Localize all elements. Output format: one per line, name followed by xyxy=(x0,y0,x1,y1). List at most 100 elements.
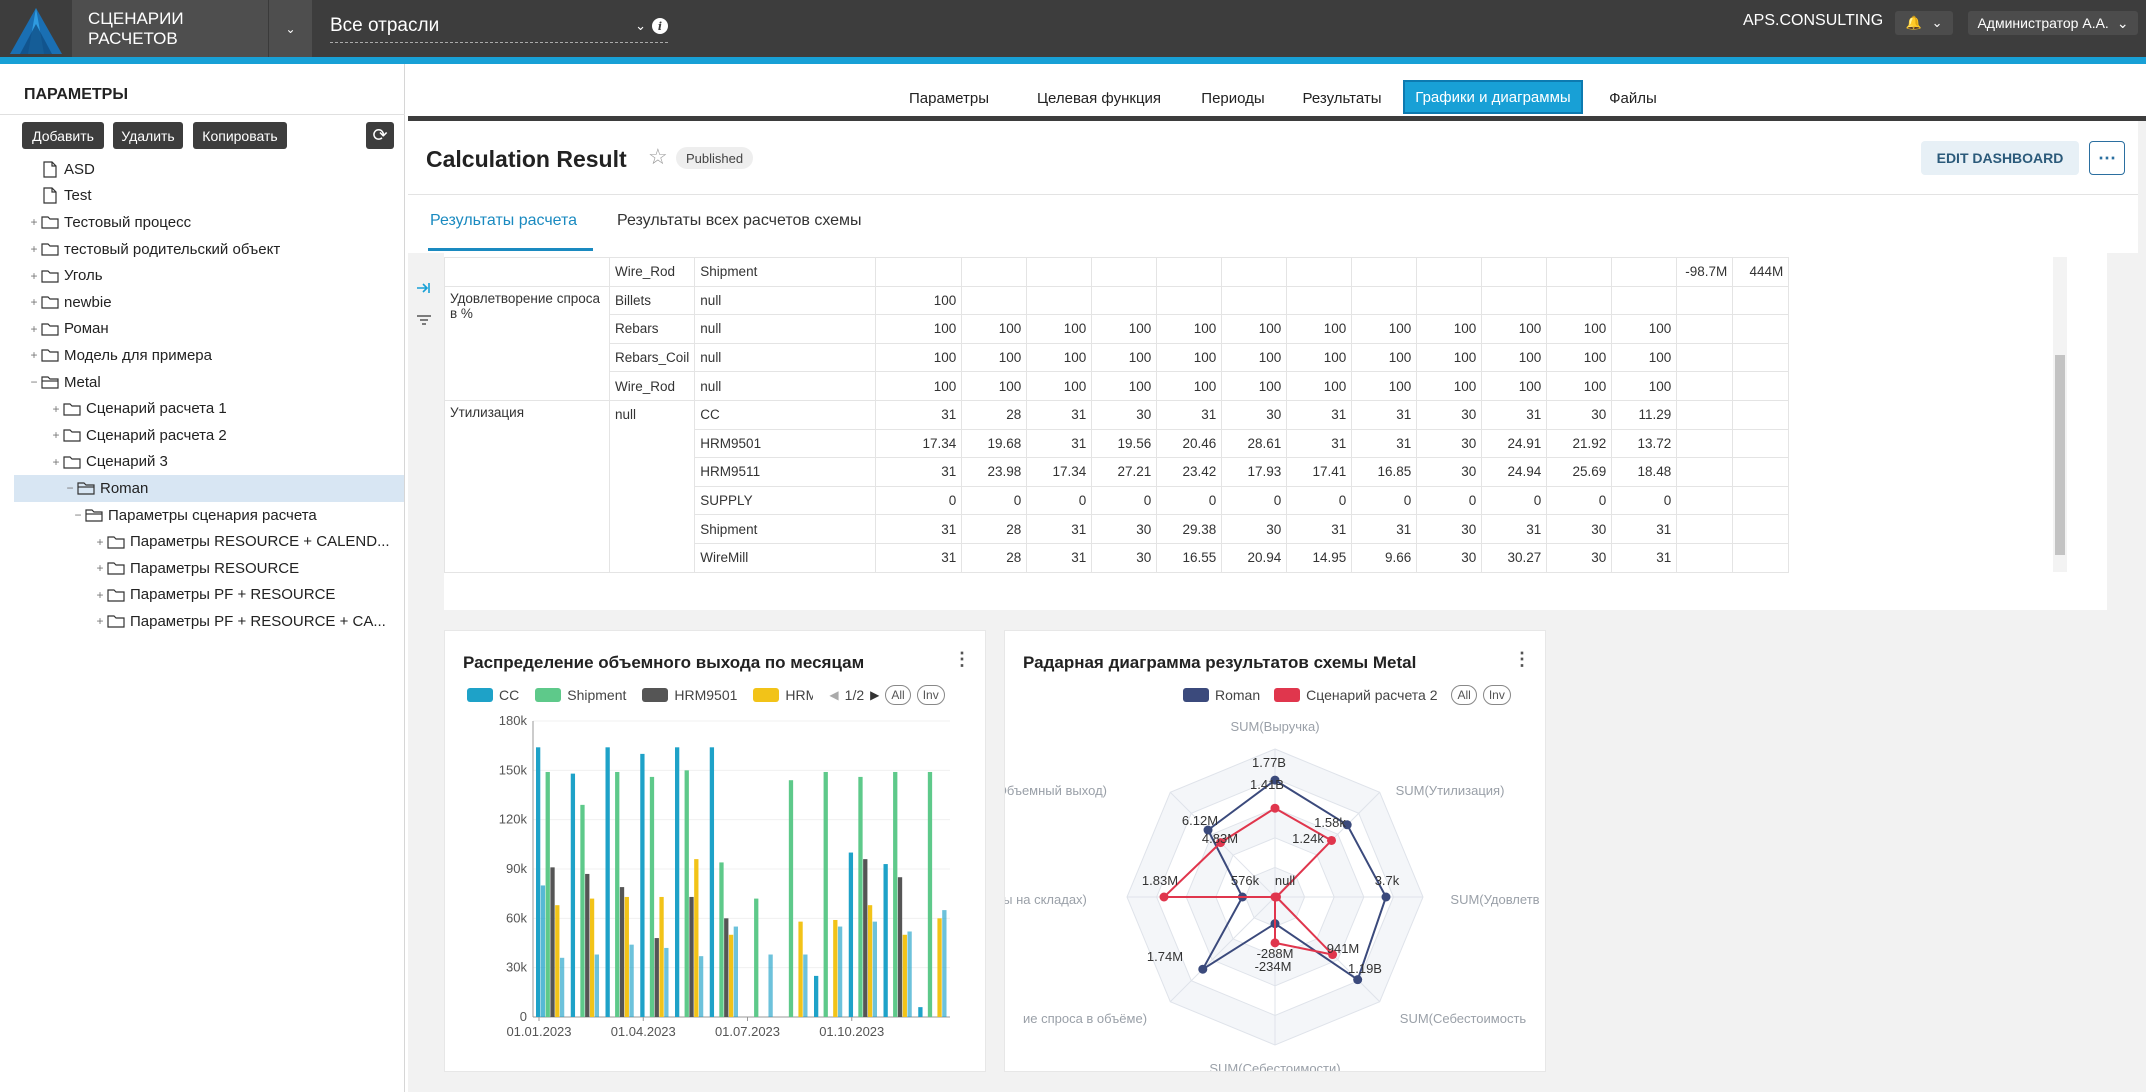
legend-all-button[interactable]: All xyxy=(1451,685,1477,705)
radar-point[interactable] xyxy=(1342,820,1352,830)
bar[interactable] xyxy=(897,877,903,1017)
expand-toggle-icon[interactable]: + xyxy=(96,614,104,629)
radar-point[interactable] xyxy=(1327,835,1337,845)
bar[interactable] xyxy=(798,921,803,1017)
bar[interactable] xyxy=(589,898,595,1017)
tree-node[interactable]: + Сценарий 3 xyxy=(0,449,404,476)
legend-swatch[interactable] xyxy=(753,688,780,702)
tree-node[interactable]: + Уголь xyxy=(0,262,404,289)
legend-invert-button[interactable]: Inv xyxy=(916,685,945,705)
filter-icon[interactable] xyxy=(414,312,434,328)
chevron-down-icon[interactable]: ⌄ xyxy=(268,0,312,57)
bar[interactable] xyxy=(585,873,590,1017)
bar[interactable] xyxy=(814,975,819,1017)
bar[interactable] xyxy=(733,926,738,1017)
tree-node[interactable]: + Роман xyxy=(0,316,404,343)
expand-toggle-icon[interactable]: + xyxy=(30,321,38,336)
bar[interactable] xyxy=(902,934,907,1017)
tree-node[interactable]: + Параметры RESOURCE xyxy=(0,555,404,582)
legend-label[interactable]: Roman xyxy=(1215,687,1261,703)
legend-label[interactable]: HRM9501 xyxy=(674,687,738,703)
more-options-button[interactable]: ⋯ xyxy=(2089,141,2125,175)
radar-point[interactable] xyxy=(1328,950,1338,960)
legend-all-button[interactable]: All xyxy=(885,685,911,705)
radar-point[interactable] xyxy=(1270,803,1280,813)
bar[interactable] xyxy=(788,780,794,1017)
tree-node[interactable]: Test xyxy=(0,183,404,210)
legend-prev-icon[interactable]: ◀ xyxy=(829,688,839,702)
subtab-all-results[interactable]: Результаты всех расчетов схемы xyxy=(617,212,862,229)
tree-node[interactable]: + Тестовый процесс xyxy=(0,209,404,236)
bar[interactable] xyxy=(907,931,912,1017)
tab-files[interactable]: Файлы xyxy=(1609,89,1657,107)
expand-toggle-icon[interactable]: − xyxy=(30,375,38,390)
expand-toggle-icon[interactable]: − xyxy=(74,508,82,523)
bar[interactable] xyxy=(942,910,947,1017)
radar-point[interactable] xyxy=(1381,892,1391,902)
bar[interactable] xyxy=(555,905,560,1017)
refresh-button[interactable]: ⟳ xyxy=(366,122,394,149)
app-selector[interactable]: СЦЕНАРИИ РАСЧЕТОВ ⌄ xyxy=(72,0,312,57)
tree-node[interactable]: + Сценарий расчета 1 xyxy=(0,395,404,422)
bar[interactable] xyxy=(872,921,877,1017)
tree-node[interactable]: + Параметры RESOURCE + CALEND... xyxy=(0,528,404,555)
tree-node[interactable]: + Параметры PF + RESOURCE xyxy=(0,582,404,609)
legend-swatch[interactable] xyxy=(467,688,493,702)
expand-toggle-icon[interactable]: + xyxy=(30,215,38,230)
expand-toggle-icon[interactable]: − xyxy=(66,481,74,496)
legend-label[interactable]: CC xyxy=(499,687,520,703)
bar[interactable] xyxy=(536,747,541,1017)
legend-swatch[interactable] xyxy=(642,688,669,702)
bar[interactable] xyxy=(719,862,724,1017)
bar[interactable] xyxy=(833,919,838,1017)
kebab-menu-icon[interactable]: ⋮ xyxy=(1513,649,1531,669)
tree-node[interactable]: − Metal xyxy=(0,369,404,396)
radar-point[interactable] xyxy=(1270,938,1280,948)
expand-toggle-icon[interactable]: + xyxy=(30,268,38,283)
radar-point[interactable] xyxy=(1270,892,1280,902)
bar[interactable] xyxy=(837,926,843,1017)
user-menu[interactable]: Администратор А.А. ⌄ xyxy=(1968,11,2138,35)
tab-target-function[interactable]: Целевая функция xyxy=(1036,89,1162,107)
bar[interactable] xyxy=(640,753,645,1017)
bar[interactable] xyxy=(675,747,680,1017)
tab-periods[interactable]: Периоды xyxy=(1201,89,1265,107)
bar[interactable] xyxy=(724,918,729,1017)
expand-toggle-icon[interactable]: + xyxy=(52,428,60,443)
expand-toggle-icon[interactable]: + xyxy=(52,454,60,469)
bar[interactable] xyxy=(615,771,620,1017)
bar[interactable] xyxy=(545,771,550,1017)
radar-point[interactable] xyxy=(1159,892,1169,902)
legend-label[interactable]: Сценарий расчета 2 xyxy=(1306,687,1438,703)
bar[interactable] xyxy=(580,804,585,1017)
tree-node[interactable]: + Модель для примера xyxy=(0,342,404,369)
bar[interactable] xyxy=(803,954,808,1017)
subtab-calc-results[interactable]: Результаты расчета xyxy=(430,212,578,229)
legend-invert-button[interactable]: Inv xyxy=(1482,685,1511,705)
tab-results[interactable]: Результаты xyxy=(1302,89,1382,107)
bar[interactable] xyxy=(664,947,669,1017)
edit-dashboard-button[interactable]: EDIT DASHBOARD xyxy=(1921,141,2079,175)
star-icon[interactable]: ☆ xyxy=(648,144,668,169)
tab-charts[interactable]: Графики и диаграммы xyxy=(1403,80,1583,114)
bar[interactable] xyxy=(594,954,599,1017)
expand-toggle-icon[interactable]: + xyxy=(30,242,38,257)
expand-toggle-icon[interactable]: + xyxy=(96,561,104,576)
bar[interactable] xyxy=(684,770,689,1017)
radar-point[interactable] xyxy=(1216,838,1226,848)
legend-swatch[interactable] xyxy=(1183,688,1209,702)
legend-swatch[interactable] xyxy=(1274,688,1301,702)
bar[interactable] xyxy=(867,905,873,1017)
radar-point[interactable] xyxy=(1203,825,1213,835)
expand-toggle-icon[interactable]: + xyxy=(30,348,38,363)
bar[interactable] xyxy=(659,896,664,1017)
bar[interactable] xyxy=(570,773,576,1017)
industry-dropdown[interactable]: Все отрасли ⌄ i xyxy=(330,10,668,43)
bar[interactable] xyxy=(649,776,655,1017)
bar[interactable] xyxy=(858,776,863,1017)
bar[interactable] xyxy=(863,859,868,1017)
expand-toggle-icon[interactable]: + xyxy=(96,587,104,602)
notifications-button[interactable]: 🔔 ⌄ xyxy=(1895,11,1953,35)
bar[interactable] xyxy=(768,954,773,1017)
bar[interactable] xyxy=(624,896,629,1017)
